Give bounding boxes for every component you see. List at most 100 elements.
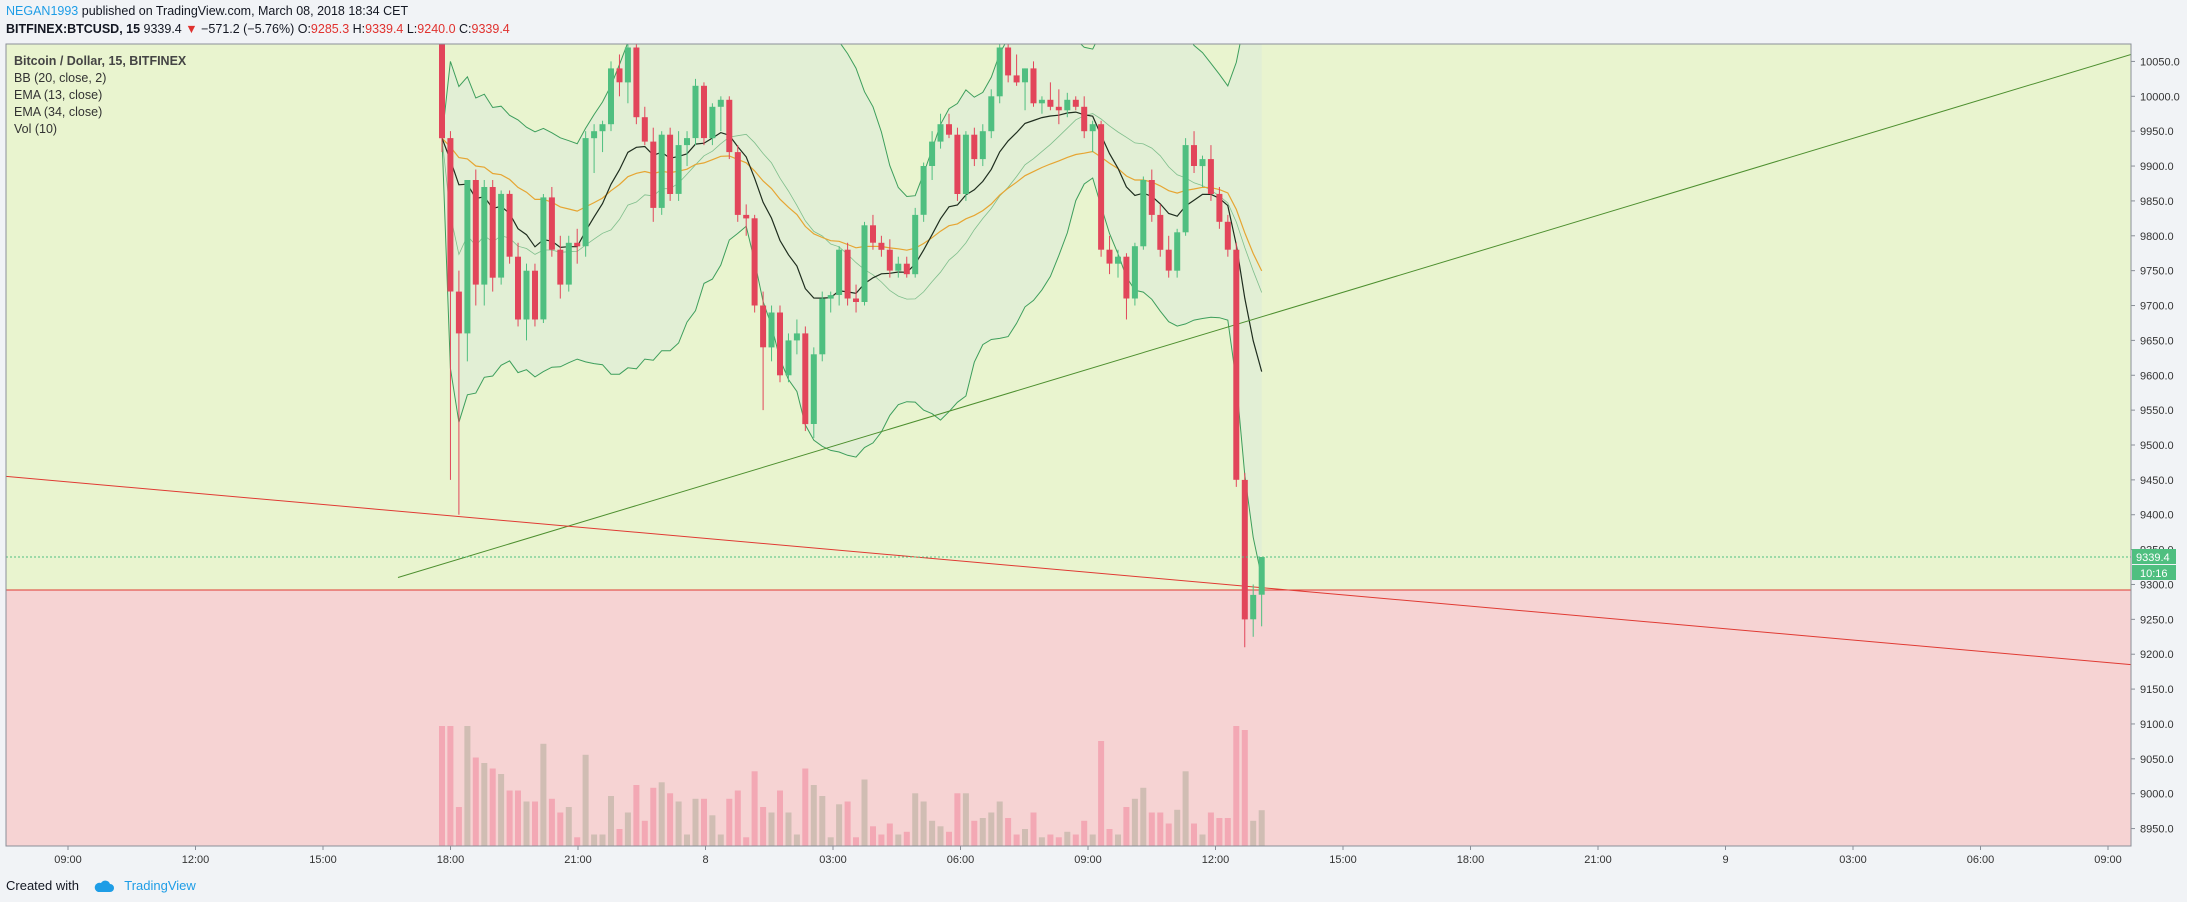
volume-bar — [1055, 837, 1062, 846]
publish-line: NEGAN1993 published on TradingView.com, … — [6, 4, 408, 18]
candle-body — [1157, 214, 1164, 250]
legend-item-vol[interactable]: Vol (10) — [14, 122, 58, 136]
x-tick-label: 03:00 — [1839, 854, 1867, 866]
volume-bar — [1165, 823, 1172, 846]
volume-bar — [1022, 829, 1028, 846]
candle-body — [1030, 68, 1037, 104]
x-tick-label: 15:00 — [309, 854, 337, 866]
candle-body — [489, 187, 496, 278]
candle-body — [1216, 193, 1223, 222]
volume-bar — [962, 793, 969, 846]
volume-bar — [1089, 834, 1096, 846]
candle-body — [937, 124, 944, 142]
volume-bar — [1072, 834, 1079, 846]
volume-bar — [743, 837, 750, 846]
volume-bar — [819, 796, 826, 846]
candle-body — [962, 134, 969, 194]
x-tick-label: 06:00 — [1967, 854, 1995, 866]
volume-bar — [565, 807, 572, 846]
candle-body — [1081, 106, 1088, 132]
y-tick-label: 9500.0 — [2140, 440, 2174, 452]
candle-body — [785, 340, 792, 376]
candle-body — [540, 197, 547, 320]
volume-bar — [751, 771, 758, 846]
volume-bar — [557, 812, 564, 846]
candle-body — [836, 249, 843, 295]
candle-body — [802, 333, 809, 425]
y-tick-label: 9600.0 — [2140, 370, 2174, 382]
x-tick-label: 18:00 — [1457, 854, 1485, 866]
volume-bar — [895, 834, 902, 846]
tradingview-cloud-icon — [94, 880, 114, 892]
candle-body — [1013, 75, 1020, 83]
author-link[interactable]: NEGAN1993 — [6, 4, 79, 18]
volume-bar — [988, 812, 995, 846]
bb-fill — [442, 44, 1262, 578]
candle-body — [481, 187, 488, 285]
y-tick-label: 9900.0 — [2140, 161, 2174, 173]
volume-bar — [1157, 812, 1164, 846]
volume-bar — [717, 834, 724, 846]
y-tick-label: 9450.0 — [2140, 475, 2174, 487]
candle-body — [861, 225, 868, 302]
countdown-tag-label: 10:16 — [2140, 568, 2168, 580]
x-tick-label: 15:00 — [1329, 854, 1357, 866]
candle-body — [1233, 249, 1240, 480]
candle-body — [971, 134, 978, 160]
y-tick-label: 9950.0 — [2140, 126, 2174, 138]
high-label: H: — [352, 22, 366, 36]
candle-body — [1098, 124, 1105, 250]
legend-item-ema34[interactable]: EMA (34, close) — [14, 105, 103, 119]
volume-bar — [870, 826, 876, 846]
volume-bar — [1216, 818, 1223, 846]
candle-body — [1038, 99, 1045, 104]
candle-body — [498, 193, 505, 278]
legend-item-bb[interactable]: BB (20, close, 2) — [14, 71, 107, 85]
candle-body — [946, 124, 952, 135]
close-label: C: — [459, 22, 472, 36]
volume-bar — [734, 790, 741, 846]
volume-bar — [1233, 726, 1240, 846]
candle-body — [574, 242, 581, 247]
y-tick-label: 9000.0 — [2140, 789, 2174, 801]
volume-bar — [971, 820, 978, 846]
volume-bar — [582, 754, 589, 846]
candle-body — [743, 214, 750, 219]
bb-upper — [441, 44, 1241, 198]
x-tick-label: 06:00 — [947, 854, 975, 866]
volume-bar — [777, 790, 783, 846]
volume-bar — [1038, 837, 1045, 846]
ema34-line — [441, 137, 1263, 272]
candle-body — [701, 85, 707, 139]
created-with-label: Created with — [6, 878, 79, 893]
volume-bar — [946, 831, 952, 846]
volume-bar — [1182, 771, 1189, 846]
volume-bar — [616, 829, 623, 846]
last-price: 9339.4 — [143, 22, 182, 36]
volume-bar — [929, 820, 936, 846]
volume-bar — [447, 726, 454, 846]
candle-body — [684, 138, 690, 146]
candle-body — [439, 44, 445, 139]
volume-bar — [464, 726, 471, 846]
symbol-label: BITFINEX:BTCUSD, 15 — [6, 22, 141, 36]
volume-bar — [650, 787, 657, 846]
tradingview-link[interactable]: TradingView — [124, 878, 196, 893]
candle-body — [886, 249, 893, 271]
candle-body — [819, 298, 826, 355]
candle-body — [608, 68, 614, 125]
volume-bar — [455, 807, 462, 846]
legend-item-ema13[interactable]: EMA (13, close) — [14, 88, 103, 102]
candle-body — [1064, 99, 1071, 111]
volume-bar — [1250, 820, 1257, 846]
candle-body — [675, 145, 682, 194]
x-tick-label: 9 — [1722, 854, 1728, 866]
volume-bar — [1207, 812, 1214, 846]
volume-bar — [472, 757, 479, 846]
candle-body — [903, 263, 910, 275]
legend-title: Bitcoin / Dollar, 15, BITFINEX — [14, 54, 187, 68]
x-tick-label: 8 — [702, 854, 708, 866]
volume-bar — [768, 812, 775, 846]
volume-bar — [1131, 798, 1138, 846]
